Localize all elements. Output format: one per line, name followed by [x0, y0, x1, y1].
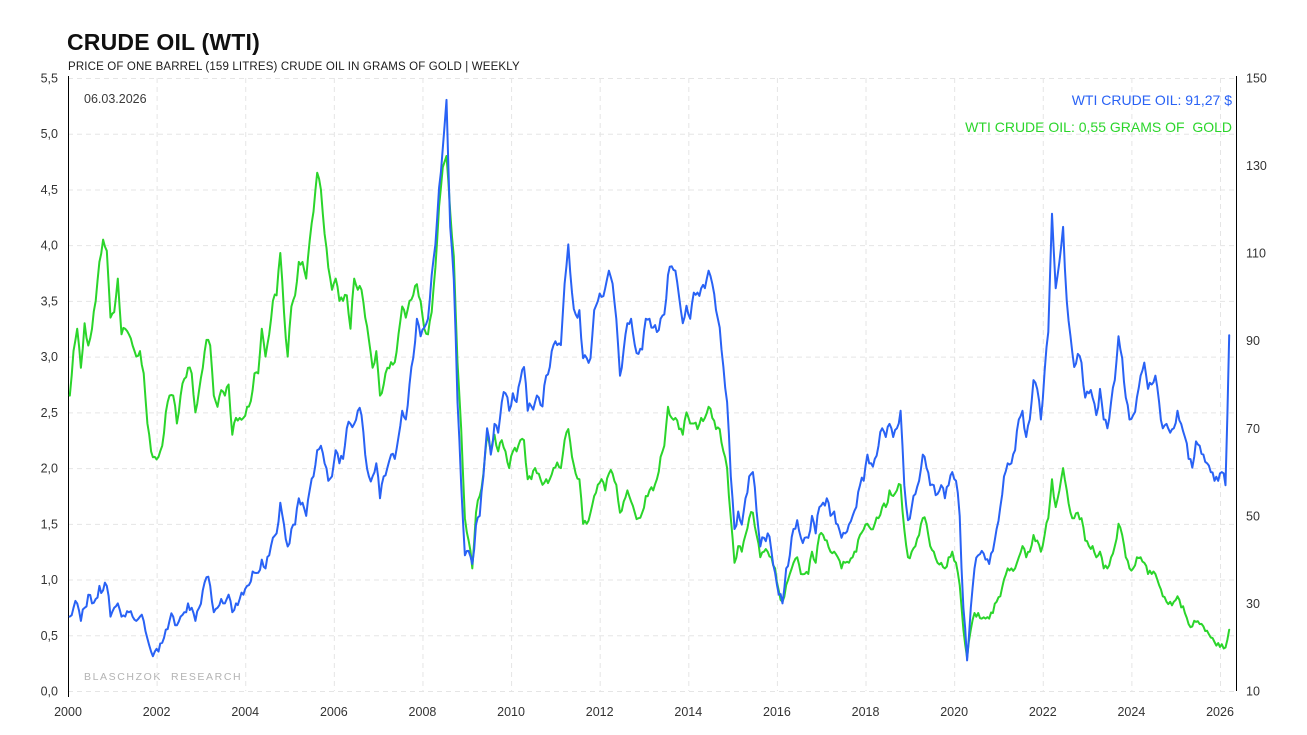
left-axis-labels: 0,0 0,5 1,0 1,5 2,0 2,5 3,0 3,5 4,0 4,5 5,0 5,5 — [41, 72, 58, 699]
left-tick-label: 1,0 — [41, 573, 58, 587]
last-date-label: 06.03.2026 — [84, 92, 147, 106]
left-tick-label: 0,0 — [41, 685, 58, 699]
left-tick-label: 4,5 — [41, 183, 58, 197]
x-tick-label: 2006 — [320, 705, 348, 719]
right-axis-labels: 10 30 50 70 90 110 130 150 — [1246, 72, 1267, 699]
left-tick-label: 2,0 — [41, 462, 58, 476]
right-tick-label: 150 — [1246, 72, 1267, 86]
left-tick-label: 0,5 — [41, 629, 58, 643]
x-tick-label: 2022 — [1029, 705, 1057, 719]
left-tick-label: 3,0 — [41, 350, 58, 364]
x-tick-label: 2008 — [409, 705, 437, 719]
left-tick-label: 5,5 — [41, 72, 58, 86]
x-tick-label: 2004 — [231, 705, 259, 719]
right-tick-label: 30 — [1246, 597, 1260, 611]
legend-gold-value: WTI CRUDE OIL: 0,55 GRAMS OF GOLD — [965, 119, 1232, 135]
x-tick-label: 2020 — [940, 705, 968, 719]
x-tick-label: 2016 — [763, 705, 791, 719]
series-line-grams-of-gold — [68, 155, 1231, 659]
x-tick-label: 2002 — [143, 705, 171, 719]
watermark-blaschzok-research: BLASCHZOK RESEARCH — [84, 671, 243, 683]
legend-usd-value: WTI CRUDE OIL: 91,27 $ — [1071, 92, 1232, 108]
right-tick-label: 70 — [1246, 422, 1260, 436]
right-tick-label: 130 — [1246, 159, 1267, 173]
left-tick-label: 4,0 — [41, 239, 58, 253]
axis-lines — [68, 76, 1237, 697]
chart-subtitle: PRICE OF ONE BARREL (159 LITRES) CRUDE O… — [68, 61, 520, 73]
right-tick-label: 90 — [1246, 334, 1260, 348]
left-tick-label: 5,0 — [41, 127, 58, 141]
x-axis-labels: 2000 2002 2004 2006 2008 2010 2012 2014 2016 2018… — [54, 705, 1234, 719]
right-tick-label: 50 — [1246, 509, 1260, 523]
left-tick-label: 3,5 — [41, 294, 58, 308]
left-tick-label: 1,5 — [41, 517, 58, 531]
right-tick-label: 10 — [1246, 685, 1260, 699]
gridlines — [68, 78, 1236, 692]
x-tick-label: 2012 — [586, 705, 614, 719]
x-tick-label: 2010 — [497, 705, 525, 719]
x-tick-label: 2018 — [852, 705, 880, 719]
x-tick-label: 2024 — [1117, 705, 1145, 719]
x-tick-label: 2026 — [1206, 705, 1234, 719]
right-tick-label: 110 — [1246, 247, 1266, 261]
x-tick-label: 2014 — [674, 705, 702, 719]
left-tick-label: 2,5 — [41, 406, 58, 420]
series-line-usd — [68, 98, 1231, 662]
x-tick-label: 2000 — [54, 705, 82, 719]
chart-title: CRUDE OIL (WTI) — [67, 29, 260, 55]
